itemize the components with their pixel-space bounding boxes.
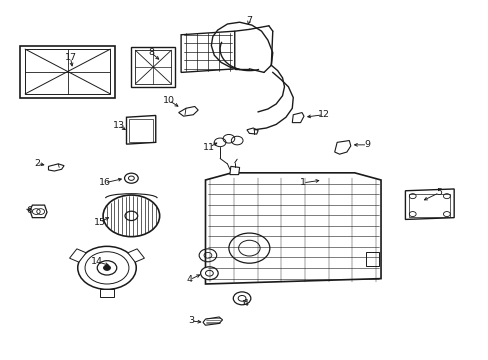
Bar <box>25 49 110 94</box>
Polygon shape <box>203 317 222 325</box>
Bar <box>366 252 378 266</box>
Text: 12: 12 <box>317 110 329 119</box>
Polygon shape <box>205 173 380 284</box>
Polygon shape <box>69 249 86 262</box>
Polygon shape <box>127 249 144 262</box>
Text: 9: 9 <box>364 140 369 149</box>
Text: 8: 8 <box>147 48 154 57</box>
Circle shape <box>200 267 218 280</box>
Text: 13: 13 <box>112 121 124 130</box>
Polygon shape <box>292 113 304 123</box>
Bar <box>408 194 449 217</box>
Polygon shape <box>48 164 64 171</box>
Circle shape <box>103 195 159 237</box>
Polygon shape <box>131 47 175 87</box>
Polygon shape <box>30 205 47 218</box>
Text: 5: 5 <box>436 188 442 197</box>
Polygon shape <box>100 289 114 297</box>
Text: 4: 4 <box>186 275 192 284</box>
Text: 7: 7 <box>246 16 252 25</box>
Text: 11: 11 <box>203 143 215 152</box>
Polygon shape <box>229 166 239 175</box>
Circle shape <box>233 292 250 305</box>
Text: 15: 15 <box>94 218 105 227</box>
Polygon shape <box>178 107 198 116</box>
Text: 3: 3 <box>187 316 194 325</box>
Circle shape <box>103 265 110 270</box>
Text: 4: 4 <box>243 298 248 307</box>
Polygon shape <box>126 116 156 144</box>
Bar <box>129 120 153 142</box>
Text: 1: 1 <box>300 178 305 187</box>
Text: 17: 17 <box>64 53 76 62</box>
Text: 6: 6 <box>26 206 32 215</box>
Polygon shape <box>20 45 115 98</box>
Bar <box>135 50 171 84</box>
Polygon shape <box>181 31 234 72</box>
Polygon shape <box>405 189 453 220</box>
Polygon shape <box>246 128 258 134</box>
Circle shape <box>78 246 136 289</box>
Polygon shape <box>334 140 350 154</box>
Text: 2: 2 <box>34 159 40 168</box>
Text: 16: 16 <box>99 178 110 187</box>
Text: 14: 14 <box>91 257 103 266</box>
Text: 10: 10 <box>163 96 175 105</box>
